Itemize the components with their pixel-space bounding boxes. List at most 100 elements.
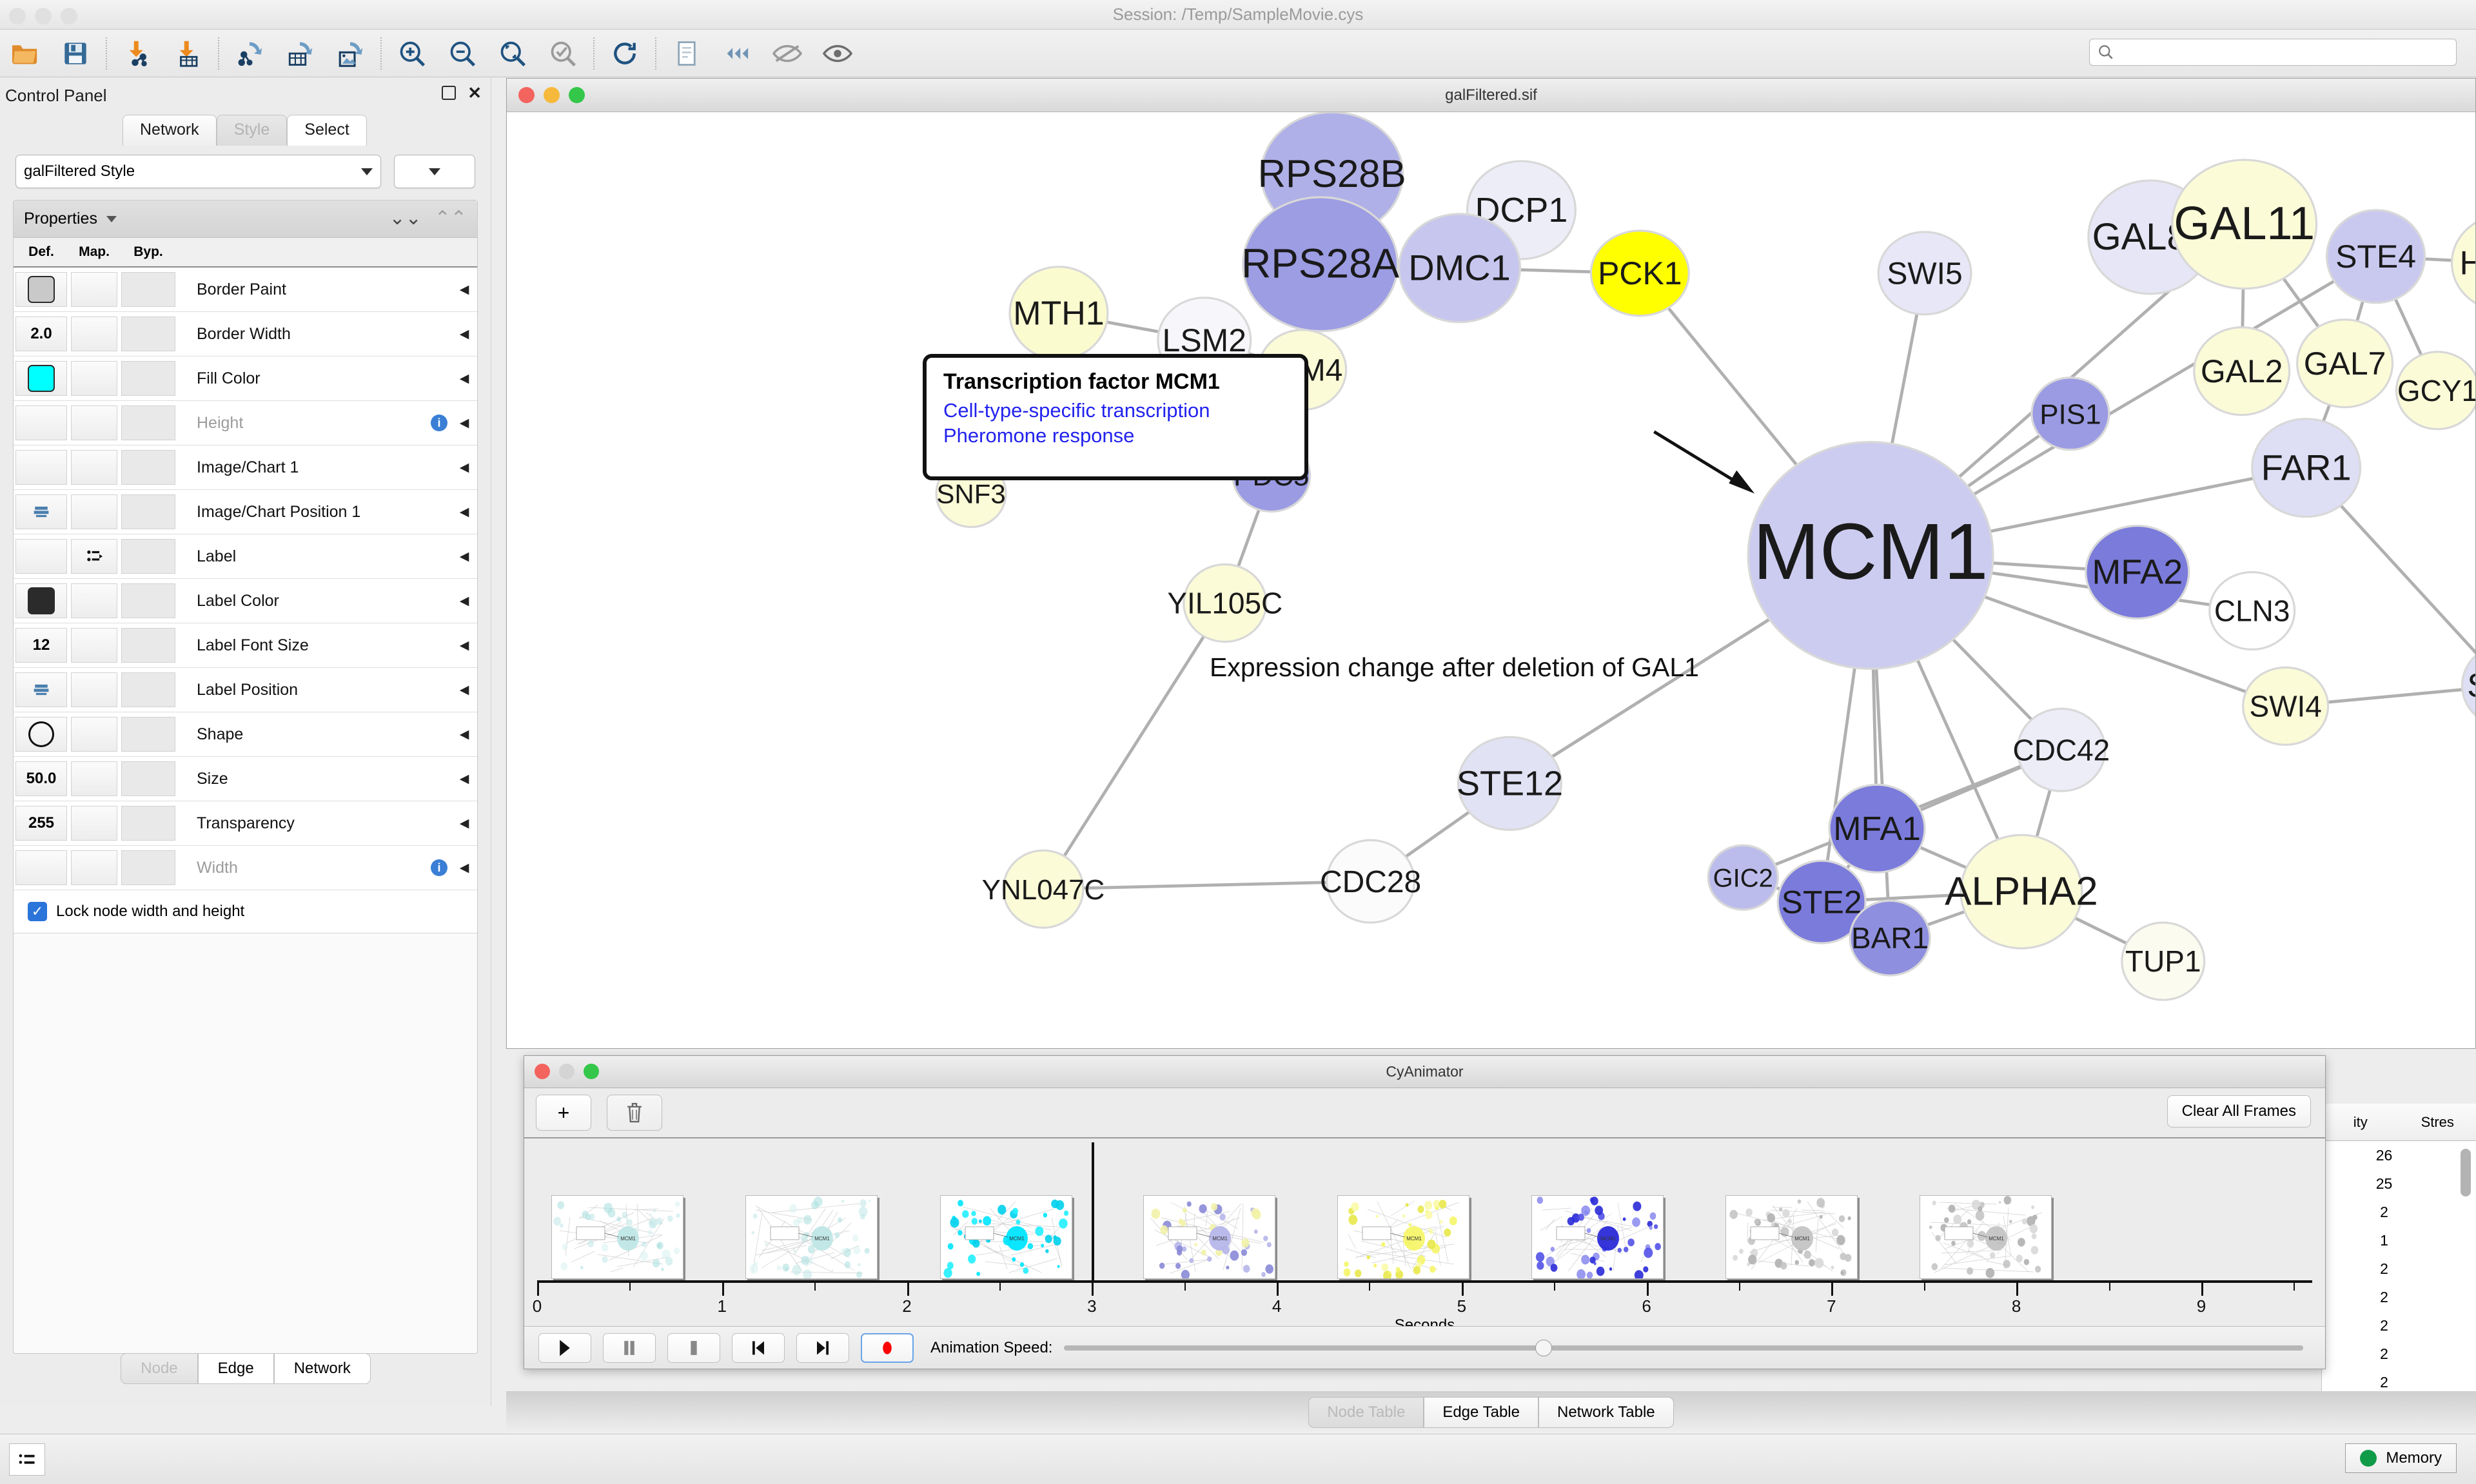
- network-node[interactable]: MCM1: [1747, 441, 1994, 670]
- clear-all-frames-button[interactable]: Clear All Frames: [2166, 1095, 2311, 1128]
- window-traffic-lights[interactable]: [9, 8, 77, 24]
- property-default-cell[interactable]: 2.0: [15, 317, 67, 351]
- minimize-button[interactable]: [35, 8, 52, 24]
- node-shape[interactable]: [2030, 376, 2110, 451]
- property-default-cell[interactable]: [15, 850, 67, 885]
- property-expand-arrow[interactable]: ◀: [459, 460, 469, 474]
- prev-frame-button[interactable]: [732, 1333, 785, 1363]
- property-default-cell[interactable]: [15, 405, 67, 440]
- import-network-icon[interactable]: [112, 32, 162, 75]
- property-row[interactable]: Image/Chart Position 1 ◀: [14, 490, 477, 534]
- frame-thumbnail[interactable]: MCM1: [551, 1195, 684, 1279]
- style-options-combo[interactable]: [394, 155, 475, 188]
- network-minimize-button[interactable]: [544, 87, 560, 103]
- search-box[interactable]: [2089, 39, 2457, 66]
- network-node[interactable]: HAP2: [2450, 215, 2475, 311]
- property-mapping-cell[interactable]: [71, 672, 117, 707]
- open-folder-icon[interactable]: [0, 32, 50, 75]
- property-bypass-cell[interactable]: [121, 494, 175, 529]
- play-button[interactable]: [538, 1333, 591, 1363]
- tab-edge-table[interactable]: Edge Table: [1424, 1397, 1538, 1428]
- add-frame-button[interactable]: +: [536, 1095, 591, 1131]
- network-node[interactable]: BAR1: [1849, 899, 1931, 977]
- property-row[interactable]: 255 Transparency ◀: [14, 801, 477, 846]
- table-row[interactable]: 2: [2380, 1316, 2388, 1334]
- export-image-icon[interactable]: [325, 32, 375, 75]
- record-button[interactable]: [861, 1333, 914, 1363]
- property-expand-arrow[interactable]: ◀: [459, 549, 469, 563]
- lock-node-size-row[interactable]: ✓ Lock node width and height: [14, 890, 477, 933]
- property-mapping-cell[interactable]: [71, 583, 117, 618]
- trash-icon[interactable]: [607, 1095, 662, 1131]
- cyanimator-close-button[interactable]: [535, 1064, 550, 1079]
- bottom-tab-edge[interactable]: Edge: [197, 1353, 274, 1384]
- network-node[interactable]: YNL047C: [982, 849, 1105, 929]
- property-default-cell[interactable]: [15, 539, 67, 574]
- property-bypass-cell[interactable]: [121, 717, 175, 752]
- property-expand-arrow[interactable]: ◀: [459, 683, 469, 697]
- property-row[interactable]: Height i ◀: [14, 401, 477, 445]
- network-node[interactable]: DMC1: [1398, 213, 1522, 324]
- node-shape[interactable]: [2296, 318, 2394, 409]
- list-icon[interactable]: [9, 1443, 45, 1476]
- network-maximize-button[interactable]: [569, 87, 585, 103]
- memory-status-button[interactable]: Memory: [2345, 1443, 2457, 1473]
- color-swatch[interactable]: [28, 276, 55, 303]
- color-swatch[interactable]: [28, 365, 55, 392]
- network-node[interactable]: SWI5: [1877, 231, 1972, 316]
- node-annotation-box[interactable]: Transcription factor MCM1 Cell-type-spec…: [923, 354, 1308, 480]
- animation-speed-slider[interactable]: [1064, 1339, 2303, 1356]
- frame-thumbnail[interactable]: MCM1: [939, 1195, 1072, 1279]
- property-bypass-cell[interactable]: [121, 272, 175, 307]
- property-row[interactable]: Label Position ◀: [14, 668, 477, 712]
- node-shape[interactable]: [1828, 783, 1926, 874]
- frame-thumbnail[interactable]: MCM1: [745, 1195, 878, 1279]
- network-node[interactable]: MFA2: [2085, 524, 2190, 620]
- property-default-cell[interactable]: 255: [15, 806, 67, 841]
- property-row[interactable]: 2.0 Border Width ◀: [14, 312, 477, 356]
- network-traffic-lights[interactable]: [518, 87, 585, 103]
- expand-all-icon[interactable]: ⌃⌃: [434, 208, 467, 229]
- table-row[interactable]: 1: [2380, 1231, 2388, 1249]
- node-shape[interactable]: [1183, 563, 1268, 643]
- property-row[interactable]: Image/Chart 1 ◀: [14, 445, 477, 490]
- table-row[interactable]: 2: [2380, 1203, 2388, 1220]
- show-all-icon[interactable]: [812, 32, 863, 75]
- network-node[interactable]: MTH1: [1008, 266, 1109, 361]
- property-bypass-cell[interactable]: [121, 539, 175, 574]
- refresh-icon[interactable]: [600, 32, 650, 75]
- tab-network-table[interactable]: Network Table: [1538, 1397, 1674, 1428]
- node-shape[interactable]: [1877, 231, 1972, 316]
- property-bypass-cell[interactable]: [121, 450, 175, 485]
- property-mapping-cell[interactable]: [71, 405, 117, 440]
- property-default-cell[interactable]: [15, 272, 67, 307]
- property-mapping-cell[interactable]: [71, 361, 117, 396]
- property-bypass-cell[interactable]: [121, 628, 175, 663]
- property-row[interactable]: Fill Color ◀: [14, 356, 477, 401]
- table-scrollbar[interactable]: [2461, 1149, 2471, 1196]
- zoom-fit-icon[interactable]: [487, 32, 538, 75]
- property-mapping-cell[interactable]: [71, 717, 117, 752]
- property-expand-arrow[interactable]: ◀: [459, 816, 469, 830]
- stop-button[interactable]: [667, 1333, 720, 1363]
- shape-circle-icon[interactable]: [28, 721, 54, 747]
- tab-node-table[interactable]: Node Table: [1308, 1397, 1424, 1428]
- property-bypass-cell[interactable]: [121, 583, 175, 618]
- node-shape[interactable]: [2251, 418, 2362, 518]
- node-shape[interactable]: [2461, 644, 2475, 727]
- close-button[interactable]: [9, 8, 26, 24]
- next-frame-button[interactable]: [796, 1333, 849, 1363]
- node-shape[interactable]: [1398, 213, 1522, 324]
- node-shape[interactable]: [2193, 326, 2291, 416]
- first-neighbors-icon[interactable]: [712, 32, 762, 75]
- node-shape[interactable]: [2171, 159, 2318, 290]
- property-bypass-cell[interactable]: [121, 317, 175, 351]
- cyanimator-traffic-lights[interactable]: [535, 1064, 599, 1079]
- bottom-tab-network[interactable]: Network: [273, 1353, 371, 1384]
- maximize-button[interactable]: [61, 8, 77, 24]
- network-node[interactable]: PIS1: [2030, 376, 2110, 451]
- property-mapping-cell[interactable]: [71, 806, 117, 841]
- property-expand-arrow[interactable]: ◀: [459, 638, 469, 652]
- property-bypass-cell[interactable]: [121, 806, 175, 841]
- cyanimator-minimize-button[interactable]: [559, 1064, 575, 1079]
